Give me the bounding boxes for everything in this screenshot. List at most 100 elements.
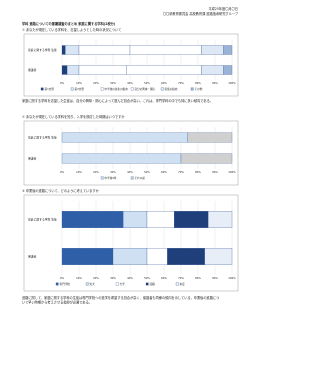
x-tick-label: 70% xyxy=(178,170,184,174)
legend-label: 大学 xyxy=(120,282,126,286)
paragraph: 家庭に関する学科を志望した生徒は、自分の興味・関心によって選んだ割合が高い。これ… xyxy=(22,98,213,103)
legend-label: 就職 xyxy=(150,282,156,286)
bar-segment xyxy=(126,65,202,75)
section-heading: ① あなたが現在している学科を、志望しようとした時の状況について xyxy=(22,27,121,32)
legend-label: それ以前 xyxy=(135,176,146,180)
bar-segment xyxy=(204,248,233,265)
document: 平成25年度〇月〇日 〇〇県教育委員会 高校教育課 進路指導研究グループ 学科 … xyxy=(22,6,239,305)
paragraph: 進路に関して、家庭に関する学科の生徒は専門学校への進学を希望する割合が高く、保護… xyxy=(22,295,219,305)
x-tick-label: 10% xyxy=(76,276,82,280)
chart-frame xyxy=(23,120,239,186)
x-tick-label: 20% xyxy=(93,170,99,174)
x-tick-label: 70% xyxy=(178,81,184,85)
bar-segment xyxy=(65,45,80,55)
legend-label: 専門学校 xyxy=(60,282,71,286)
x-tick-label: 90% xyxy=(212,276,218,280)
legend-label: 短大 xyxy=(90,282,96,286)
x-tick-label: 40% xyxy=(127,81,133,85)
chart-frame xyxy=(23,194,239,292)
x-tick-label: 100% xyxy=(228,81,236,85)
section-heading: ③ 卒業後の進路について、どのように考えていますか xyxy=(22,188,100,193)
bar-segment xyxy=(78,45,131,55)
x-tick-label: 100% xyxy=(228,276,236,280)
x-tick-label: 90% xyxy=(212,81,218,85)
bar-segment xyxy=(61,248,114,265)
bar-segment xyxy=(61,211,124,228)
x-tick-label: 80% xyxy=(195,81,201,85)
x-tick-label: 50% xyxy=(144,81,150,85)
legend-swatch xyxy=(160,87,164,91)
page: {"header":{"date":"平成25年度〇月〇日","org":"〇〇… xyxy=(22,6,239,305)
x-tick-label: 70% xyxy=(178,276,184,280)
bar-segment xyxy=(201,45,224,55)
legend-swatch xyxy=(130,176,134,180)
bar-segment xyxy=(180,153,233,164)
legend-label: その他 xyxy=(195,87,203,91)
bar-segment xyxy=(201,65,224,75)
bar-segment xyxy=(123,211,148,228)
x-tick-label: 30% xyxy=(110,170,116,174)
category-label: 保護者 xyxy=(28,157,37,161)
x-tick-label: 20% xyxy=(93,276,99,280)
bar-segment xyxy=(223,65,233,75)
x-tick-label: 10% xyxy=(76,170,82,174)
legend-swatch xyxy=(115,282,119,286)
date: 平成25年度〇月〇日 xyxy=(208,6,238,11)
category-label: 家庭に関する学科 生徒 xyxy=(28,218,57,222)
legend-label: 家族の勧め xyxy=(165,87,178,91)
x-tick-label: 90% xyxy=(212,170,218,174)
bar-segment xyxy=(208,211,233,228)
category-label: 保護者 xyxy=(28,68,37,72)
bar-segment xyxy=(66,65,80,75)
category-label: 保護者 xyxy=(28,255,37,259)
legend-swatch xyxy=(100,176,104,180)
legend-label: 中学校の先生の勧め xyxy=(105,87,129,91)
x-tick-label: 50% xyxy=(144,170,150,174)
bar-segment xyxy=(61,132,188,143)
legend-swatch xyxy=(100,87,104,91)
category-label: 家庭に関する学科 生徒 xyxy=(28,48,57,52)
bar-segment xyxy=(129,45,202,55)
bar-segment xyxy=(187,132,233,143)
x-tick-label: 30% xyxy=(110,81,116,85)
x-tick-label: 50% xyxy=(144,276,150,280)
legend-swatch xyxy=(190,87,194,91)
bar-segment xyxy=(78,65,127,75)
legend-label: 未定 xyxy=(180,282,186,286)
legend-label: 中学校3年 xyxy=(105,176,117,180)
bar-segment xyxy=(146,211,175,228)
legend-swatch xyxy=(175,282,179,286)
x-tick-label: 20% xyxy=(93,81,99,85)
x-tick-label: 60% xyxy=(161,276,167,280)
x-tick-label: 60% xyxy=(161,170,167,174)
legend-label: 第1志望 xyxy=(45,87,55,91)
x-tick-label: 80% xyxy=(195,170,201,174)
x-tick-label: 100% xyxy=(228,170,236,174)
x-tick-label: 10% xyxy=(76,81,82,85)
bar-segment xyxy=(146,248,168,265)
legend-label: 第2志望 xyxy=(75,87,85,91)
legend-label: 自分の興味・関心 xyxy=(135,87,156,91)
bar-segment xyxy=(61,45,66,55)
legend-swatch xyxy=(70,87,74,91)
bar-segment xyxy=(223,45,233,55)
x-tick-label: 0% xyxy=(60,276,65,280)
legend-swatch xyxy=(145,282,149,286)
x-tick-label: 40% xyxy=(127,276,133,280)
x-tick-label: 60% xyxy=(161,81,167,85)
category-label: 家庭に関する学科 生徒 xyxy=(28,136,57,140)
title: 学科 進路についての意識調査のまとめ 家庭に関する学科(2校分) xyxy=(22,21,116,26)
legend-swatch xyxy=(55,282,59,286)
x-tick-label: 0% xyxy=(60,170,65,174)
chart-frame xyxy=(23,33,239,97)
bar-segment xyxy=(61,153,182,164)
x-tick-label: 40% xyxy=(127,170,133,174)
bar-segment xyxy=(61,65,68,75)
legend-swatch xyxy=(85,282,89,286)
bar-segment xyxy=(174,211,209,228)
bar-segment xyxy=(167,248,205,265)
x-tick-label: 0% xyxy=(60,81,65,85)
org: 〇〇県教育委員会 高校教育課 進路指導研究グループ xyxy=(163,11,239,16)
legend-swatch xyxy=(40,87,44,91)
x-tick-label: 30% xyxy=(110,276,116,280)
